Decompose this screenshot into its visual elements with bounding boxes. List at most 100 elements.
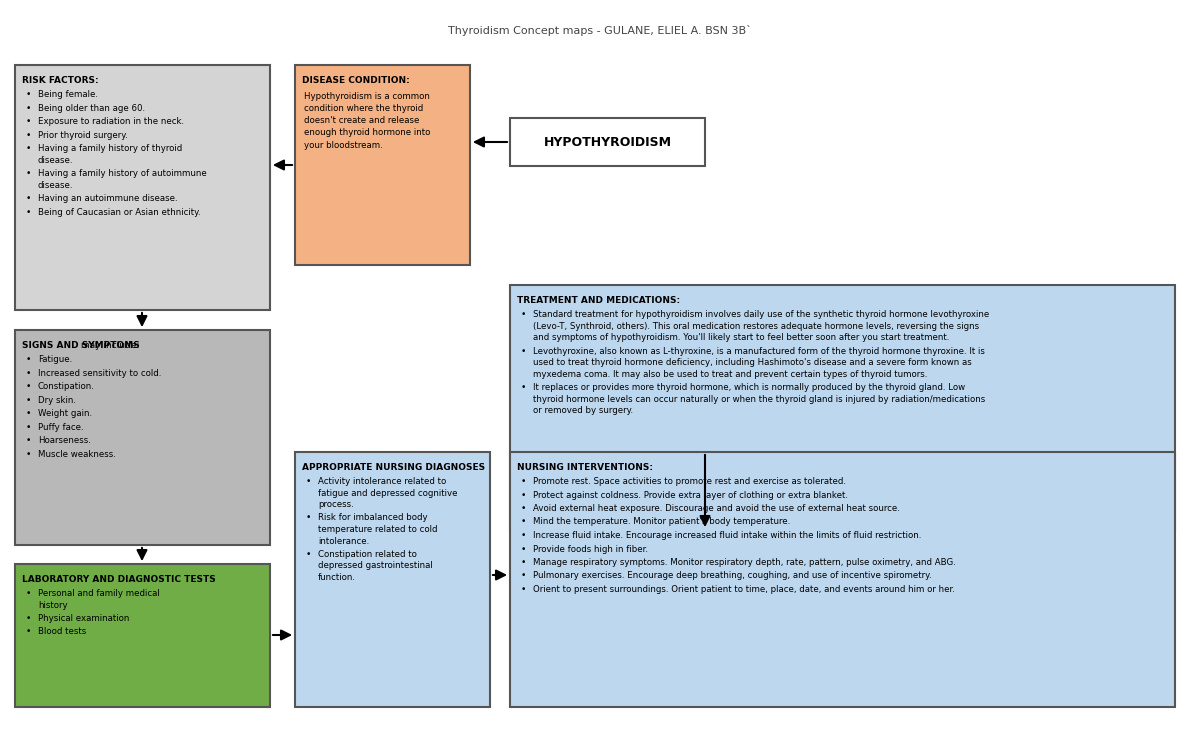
Text: APPROPRIATE NURSING DIAGNOSES: APPROPRIATE NURSING DIAGNOSES [302,463,485,472]
Text: It replaces or provides more thyroid hormone, which is normally produced by the : It replaces or provides more thyroid hor… [533,383,965,392]
Text: Being female.: Being female. [38,90,98,99]
Text: •: • [521,531,527,540]
Text: Levothyroxine, also known as L-thyroxine, is a manufactured form of the thyroid : Levothyroxine, also known as L-thyroxine… [533,346,985,356]
Text: Dry skin.: Dry skin. [38,396,76,405]
Text: •: • [306,550,311,559]
Text: •: • [26,589,31,598]
Text: •: • [26,90,31,99]
Text: Orient to present surroundings. Orient patient to time, place, date, and events : Orient to present surroundings. Orient p… [533,585,955,594]
Text: •: • [26,396,31,405]
Text: •: • [306,513,311,523]
Text: •: • [26,169,31,178]
Text: fatigue and depressed cognitive: fatigue and depressed cognitive [318,488,457,497]
Bar [295,452,490,707]
Text: Muscle weakness.: Muscle weakness. [38,450,116,459]
Text: Exposure to radiation in the neck.: Exposure to radiation in the neck. [38,117,184,126]
Text: Constipation related to: Constipation related to [318,550,416,559]
Text: RISK FACTORS:: RISK FACTORS: [22,76,98,85]
Text: NURSING INTERVENTIONS:: NURSING INTERVENTIONS: [517,463,653,472]
Text: Having an autoimmune disease.: Having an autoimmune disease. [38,194,178,203]
Text: Promote rest. Space activities to promote rest and exercise as tolerated.: Promote rest. Space activities to promot… [533,477,846,486]
Text: •: • [26,208,31,217]
Bar [510,285,1175,530]
Text: •: • [521,545,527,553]
Text: used to treat thyroid hormone deficiency, including Hashimoto's disease and a se: used to treat thyroid hormone deficiency… [533,358,972,367]
Text: Hypothyroidism is a common
condition where the thyroid
doesn't create and releas: Hypothyroidism is a common condition whe… [304,92,431,149]
Text: myxedema coma. It may also be used to treat and prevent certain types of thyroid: myxedema coma. It may also be used to tr… [533,370,928,378]
Text: •: • [26,130,31,139]
Bar [295,65,470,265]
Text: Standard treatment for hypothyroidism involves daily use of the synthetic thyroi: Standard treatment for hypothyroidism in… [533,310,989,319]
Text: thyroid hormone levels can occur naturally or when the thyroid gland is injured : thyroid hormone levels can occur natural… [533,394,985,403]
Text: Avoid external heat exposure. Discourage and avoid the use of external heat sour: Avoid external heat exposure. Discourage… [533,504,900,513]
Text: Protect against coldness. Provide extra layer of clothing or extra blanket.: Protect against coldness. Provide extra … [533,491,848,499]
Text: Blood tests: Blood tests [38,628,86,636]
Text: Physical examination: Physical examination [38,614,130,623]
Text: depressed gastrointestinal: depressed gastrointestinal [318,561,433,571]
Text: •: • [521,346,527,356]
Text: TREATMENT AND MEDICATIONS:: TREATMENT AND MEDICATIONS: [517,296,680,305]
Text: Provide foods high in fiber.: Provide foods high in fiber. [533,545,648,553]
Text: intolerance.: intolerance. [318,537,370,545]
Bar [510,118,706,166]
Text: •: • [26,423,31,432]
Text: •: • [26,382,31,391]
Text: Mind the temperature. Monitor patient's body temperature.: Mind the temperature. Monitor patient's … [533,518,791,526]
Text: function.: function. [318,573,356,582]
Text: •: • [26,436,31,445]
Text: •: • [306,477,311,486]
Text: Being older than age 60.: Being older than age 60. [38,104,145,112]
Text: Increase fluid intake. Encourage increased fluid intake within the limits of flu: Increase fluid intake. Encourage increas… [533,531,922,540]
Text: •: • [26,368,31,378]
Bar [510,452,1175,707]
Text: temperature related to cold: temperature related to cold [318,525,438,534]
Text: •: • [26,104,31,112]
Text: Activity intolerance related to: Activity intolerance related to [318,477,446,486]
Text: •: • [26,614,31,623]
Text: •: • [521,477,527,486]
Text: Personal and family medical: Personal and family medical [38,589,160,598]
Bar [14,564,270,707]
Text: or removed by surgery.: or removed by surgery. [533,406,634,415]
Text: history: history [38,601,67,609]
Text: •: • [521,383,527,392]
Text: •: • [521,504,527,513]
Text: Weight gain.: Weight gain. [38,409,92,418]
Text: •: • [26,450,31,459]
Text: •: • [26,409,31,418]
Text: SIGNS AND SYMPTOMS: SIGNS AND SYMPTOMS [22,341,139,350]
Text: Pulmonary exercises. Encourage deep breathing, coughing, and use of incentive sp: Pulmonary exercises. Encourage deep brea… [533,572,931,580]
Text: (Levo-T, Synthroid, others). This oral medication restores adequate hormone leve: (Levo-T, Synthroid, others). This oral m… [533,321,979,330]
Text: Prior thyroid surgery.: Prior thyroid surgery. [38,130,127,139]
Text: may include:: may include: [78,341,139,350]
Text: •: • [521,558,527,567]
Text: process.: process. [318,500,354,509]
Text: Increased sensitivity to cold.: Increased sensitivity to cold. [38,368,161,378]
Text: Having a family history of thyroid: Having a family history of thyroid [38,144,182,153]
Text: •: • [26,144,31,153]
Text: HYPOTHYROIDISM: HYPOTHYROIDISM [544,136,672,149]
Text: •: • [521,572,527,580]
Text: Fatigue.: Fatigue. [38,355,72,364]
Text: disease.: disease. [38,181,73,190]
Bar [14,65,270,310]
Text: •: • [521,585,527,594]
Text: •: • [521,491,527,499]
Text: Hoarseness.: Hoarseness. [38,436,91,445]
Text: Puffy face.: Puffy face. [38,423,84,432]
Text: DISEASE CONDITION:: DISEASE CONDITION: [302,76,409,85]
Text: Being of Caucasian or Asian ethnicity.: Being of Caucasian or Asian ethnicity. [38,208,200,217]
Text: •: • [521,518,527,526]
Text: •: • [26,194,31,203]
Bar [14,330,270,545]
Text: LABORATORY AND DIAGNOSTIC TESTS: LABORATORY AND DIAGNOSTIC TESTS [22,575,216,584]
Text: •: • [26,117,31,126]
Text: •: • [521,310,527,319]
Text: Manage respiratory symptoms. Monitor respiratory depth, rate, pattern, pulse oxi: Manage respiratory symptoms. Monitor res… [533,558,956,567]
Text: Having a family history of autoimmune: Having a family history of autoimmune [38,169,206,178]
Text: Risk for imbalanced body: Risk for imbalanced body [318,513,427,523]
Text: and symptoms of hypothyroidism. You'll likely start to feel better soon after yo: and symptoms of hypothyroidism. You'll l… [533,333,949,342]
Text: •: • [26,355,31,364]
Text: Constipation.: Constipation. [38,382,95,391]
Text: Thyroidism Concept maps - GULANE, ELIEL A. BSN 3B`: Thyroidism Concept maps - GULANE, ELIEL … [448,25,752,36]
